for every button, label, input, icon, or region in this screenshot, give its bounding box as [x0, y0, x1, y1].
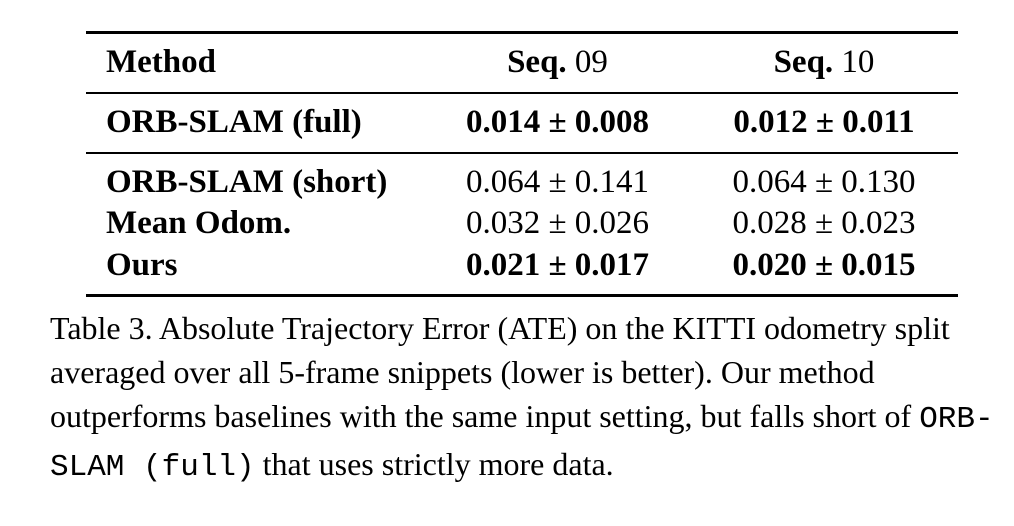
bottom-rule	[86, 294, 958, 297]
header-rule	[86, 92, 958, 94]
header-seq09-prefix: Seq.	[507, 44, 567, 80]
row-seq09-value: 0.014 ± 0.008	[465, 104, 650, 140]
header-seq09-number: 09	[574, 44, 608, 80]
row-seq10-value: 0.028 ± 0.023	[732, 205, 916, 241]
caption-text: Table 3. Absolute Trajectory Error (ATE)…	[50, 310, 950, 434]
row-seq10-value: 0.012 ± 0.011	[733, 104, 915, 140]
caption-text-end: that uses strictly more data.	[262, 446, 614, 482]
header-seq10: Seq. 10	[698, 42, 950, 82]
row-seq09-value: 0.032 ± 0.026	[465, 205, 650, 241]
row-method: ORB-SLAM (full)	[106, 104, 362, 140]
row-seq10-value: 0.064 ± 0.130	[732, 164, 916, 200]
row-method: Mean Odom.	[106, 205, 292, 241]
header-seq10-number: 10	[841, 44, 875, 80]
header-method: Method	[106, 42, 216, 82]
row-seq10-value: 0.020 ± 0.015	[732, 247, 916, 283]
table-caption: Table 3. Absolute Trajectory Error (ATE)…	[50, 306, 1000, 490]
row-seq09-value: 0.064 ± 0.141	[465, 164, 650, 200]
header-method-label: Method	[106, 44, 216, 80]
header-seq09: Seq. 09	[430, 42, 685, 82]
top-rule	[86, 31, 958, 34]
header-seq10-prefix: Seq.	[773, 44, 834, 80]
row-method: ORB-SLAM (short)	[106, 164, 388, 200]
mid-rule	[86, 152, 958, 154]
caption-method-code: ORB-SLAM (full)	[50, 402, 994, 485]
row-method: Ours	[106, 247, 178, 283]
row-seq09-value: 0.021 ± 0.017	[465, 247, 650, 283]
